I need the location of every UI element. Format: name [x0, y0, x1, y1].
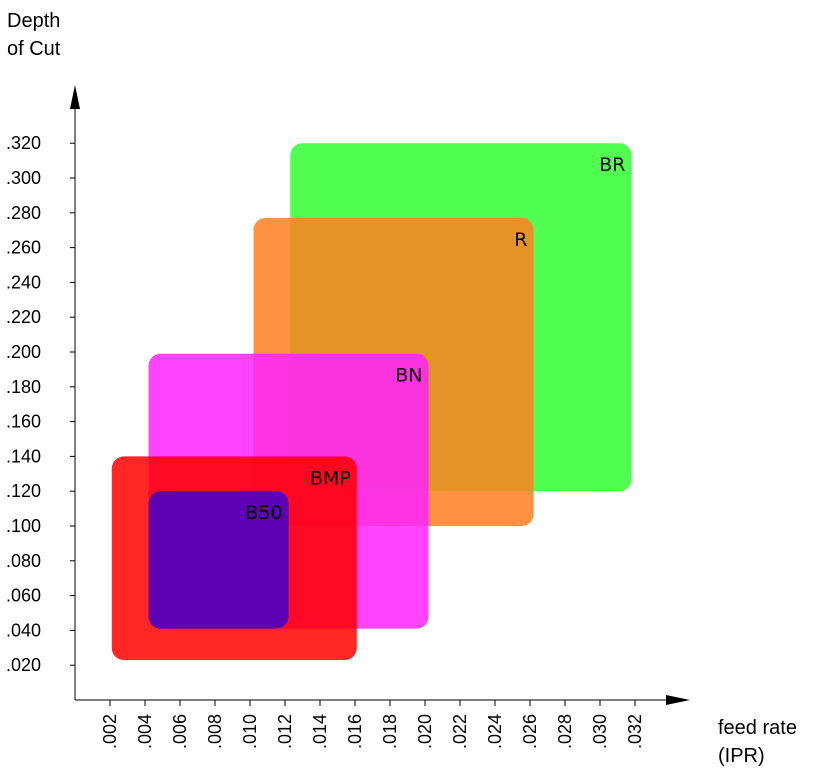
regions-layer: BR R BN BMP B50 [111, 143, 632, 660]
x-tick-label: .014 [310, 714, 330, 749]
region-label-b50: B50 [245, 502, 282, 524]
y-tick-label: .300 [6, 168, 41, 188]
x-axis-arrow [666, 695, 690, 705]
x-tick-label: .020 [415, 714, 435, 749]
y-tick-label: .200 [6, 342, 41, 362]
y-tick-label: .220 [6, 307, 41, 327]
y-tick-label: .080 [6, 551, 41, 571]
y-tick-label: .060 [6, 586, 41, 606]
y-tick-label: .100 [6, 516, 41, 536]
x-tick-label: .026 [520, 714, 540, 749]
x-tick-label: .012 [275, 714, 295, 749]
y-axis-arrow [70, 85, 80, 109]
y-tick-label: .040 [6, 620, 41, 640]
axes-layer [70, 85, 690, 705]
y-axis-title-line2: of Cut [7, 38, 61, 60]
region-label-bmp: BMP [310, 467, 351, 489]
x-tick-label: .016 [345, 714, 365, 749]
x-tick-label: .008 [205, 714, 225, 749]
y-tick-label: .140 [6, 446, 41, 466]
x-tick-label: .030 [590, 714, 610, 749]
x-tick-label: .028 [555, 714, 575, 749]
y-axis-title-line1: Depth [7, 10, 60, 32]
y-tick-label: .320 [6, 133, 41, 153]
x-tick-label: .004 [135, 714, 155, 749]
x-axis-title-line2: (IPR) [718, 745, 765, 767]
region-label-bn: BN [395, 365, 422, 387]
region-label-r: R [514, 229, 527, 251]
x-tick-label: .010 [240, 714, 260, 749]
y-tick-label: .180 [6, 377, 41, 397]
y-tick-label: .280 [6, 203, 41, 223]
x-tick-label: .002 [100, 714, 120, 749]
region-b50 [148, 491, 289, 629]
x-tick-label: .032 [625, 714, 645, 749]
y-tick-label: .160 [6, 412, 41, 432]
x-tick-label: .006 [170, 714, 190, 749]
y-tick-label: .120 [6, 481, 41, 501]
y-tick-label: .020 [6, 655, 41, 675]
x-tick-label: .022 [450, 714, 470, 749]
y-ticks: .020 .040 .060 .080 .100 .120 .140 .160 .180 .200… [6, 133, 75, 675]
x-tick-label: .024 [485, 714, 505, 749]
x-tick-label: .018 [380, 714, 400, 749]
region-label-br: BR [599, 154, 625, 176]
x-ticks: .002 .004 .006 .008 .010 .012 .014 .016 .018 .020… [100, 700, 645, 749]
y-tick-label: .240 [6, 272, 41, 292]
y-tick-label: .260 [6, 238, 41, 258]
x-axis-title-line1: feed rate [718, 717, 797, 739]
